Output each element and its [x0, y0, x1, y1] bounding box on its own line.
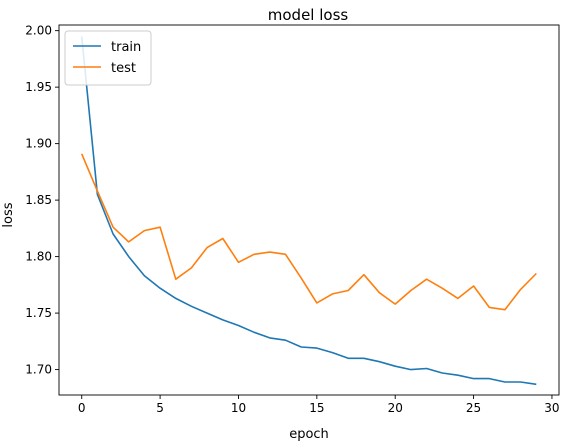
series-line-test: [80, 153, 537, 311]
x-axis-label: epoch: [289, 427, 329, 442]
y-tick-label: 1.85: [25, 193, 52, 207]
x-tick-label: 15: [309, 401, 324, 415]
x-tick-label: 20: [388, 401, 403, 415]
legend-label-train: train: [111, 40, 141, 55]
x-tick-label: 30: [544, 401, 559, 415]
y-tick-label: 1.90: [25, 137, 52, 151]
x-tick-label: 25: [466, 401, 481, 415]
legend-label-test: test: [111, 61, 136, 76]
legend-box: [64, 30, 152, 86]
y-tick-label: 1.95: [25, 80, 52, 94]
plot-area: [80, 36, 537, 386]
series-line-train: [80, 36, 537, 386]
axis-ticks: 0 5 10 15 20 25 30 1.70 1.75 1.80 1.85 1.90 1.95 2.00: [25, 24, 559, 415]
x-tick-label: 0: [78, 401, 86, 415]
plot-frame: [58, 24, 560, 396]
y-tick-label: 1.80: [25, 250, 52, 264]
x-tick-label: 5: [156, 401, 164, 415]
legend: train test: [64, 30, 152, 86]
x-tick-label: 10: [231, 401, 246, 415]
y-tick-label: 1.75: [25, 306, 52, 320]
y-tick-label: 1.70: [25, 363, 52, 377]
y-axis-label: loss: [1, 202, 16, 227]
chart-title: model loss: [268, 6, 349, 24]
y-tick-label: 2.00: [25, 24, 52, 38]
